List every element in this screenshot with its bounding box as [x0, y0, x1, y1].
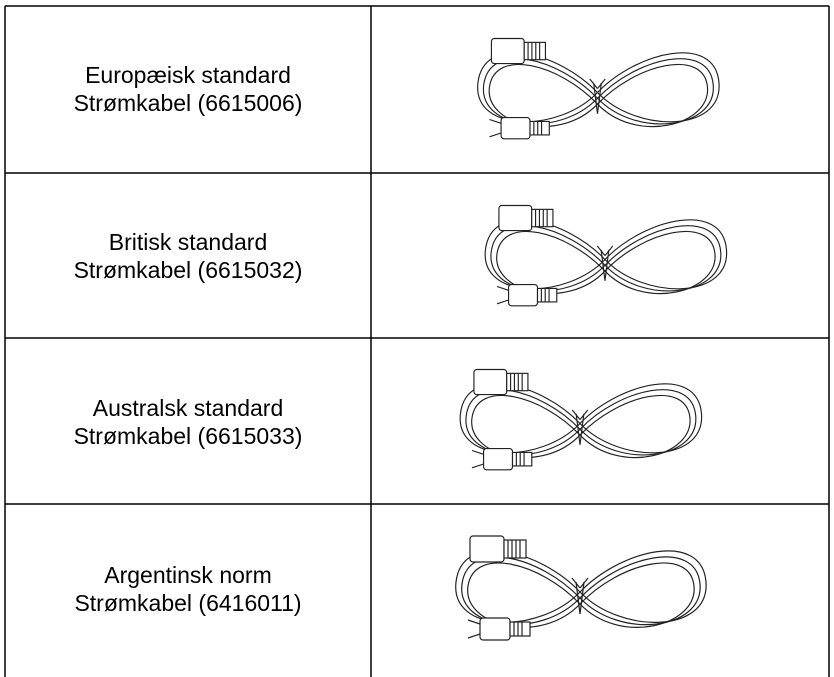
cable-image [477, 37, 720, 140]
cable-image [459, 368, 703, 471]
cable-name: Britisk standard [109, 229, 268, 255]
cable-part: Strømkabel (6615006) [74, 90, 303, 116]
table-borders [4, 5, 830, 677]
cable-image [455, 535, 707, 641]
cable-image [484, 204, 728, 307]
cable-name: Argentinsk norm [104, 562, 271, 588]
cable-name: Europæisk standard [85, 62, 291, 88]
cable-part: Strømkabel (6615033) [74, 423, 303, 449]
cable-name: Australsk standard [93, 395, 283, 421]
cable-part: Strømkabel (6615032) [74, 257, 303, 283]
cable-part: Strømkabel (6416011) [74, 590, 301, 616]
